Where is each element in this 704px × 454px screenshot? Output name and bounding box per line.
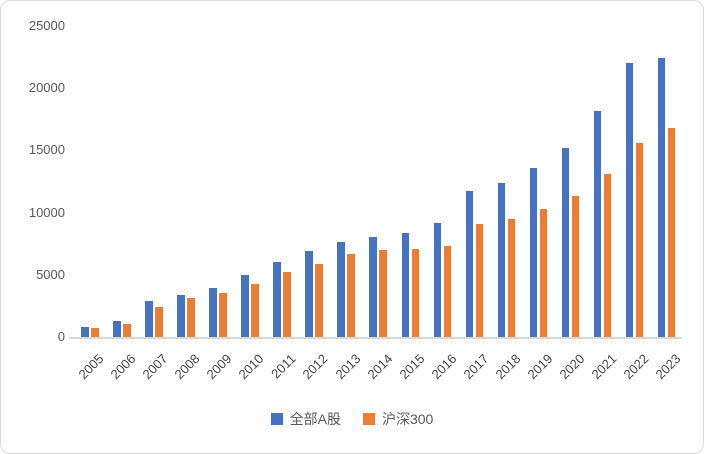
bar-2008-series-0 xyxy=(177,294,185,337)
bar-2010-series-0 xyxy=(241,274,249,337)
x-axis-labels: 2005 2006 2007 2008 2009 2010 2011 2012 2013 2014… xyxy=(73,345,684,403)
x-tick-label: 2015 xyxy=(396,351,428,383)
bar-2022-series-1 xyxy=(635,142,644,337)
x-tick-label: 2005 xyxy=(75,351,107,383)
legend: 全部A股 沪深300 xyxy=(1,409,703,429)
x-tick-label: 2022 xyxy=(620,351,652,383)
y-tick-label: 10000 xyxy=(28,204,65,220)
bar-2020-series-0 xyxy=(561,147,570,337)
bar-2006-series-1 xyxy=(123,323,131,337)
x-tick-label: 2018 xyxy=(492,351,524,383)
bar-2009-series-1 xyxy=(219,293,227,337)
bar-2023-series-0 xyxy=(657,58,666,337)
bar-2014-series-0 xyxy=(369,237,377,337)
x-tick-label: 2014 xyxy=(364,351,396,383)
bar-2010-series-1 xyxy=(251,283,259,337)
y-tick-label: 0 xyxy=(57,329,65,344)
x-tick-label: 2013 xyxy=(332,351,364,383)
bar-2020-series-1 xyxy=(571,196,580,337)
bar-2019-series-0 xyxy=(529,167,538,337)
x-tick-label: 2016 xyxy=(428,351,460,383)
bar-2005-series-1 xyxy=(91,328,99,337)
bar-2019-series-1 xyxy=(539,208,548,337)
x-tick-label: 2019 xyxy=(524,351,556,383)
bar-2011-series-1 xyxy=(283,272,291,337)
bar-2021-series-1 xyxy=(603,174,612,337)
x-tick-label: 2010 xyxy=(235,351,267,383)
bar-2009-series-0 xyxy=(209,288,217,337)
y-tick-label: 25000 xyxy=(28,18,65,33)
bar-2015-series-0 xyxy=(401,232,410,337)
legend-item-series-0: 全部A股 xyxy=(270,409,341,429)
bar-2016-series-0 xyxy=(433,222,442,337)
bar-2011-series-0 xyxy=(273,262,281,337)
legend-label-series-1: 沪深300 xyxy=(381,411,434,427)
y-tick-label: 20000 xyxy=(28,80,65,96)
bar-2016-series-1 xyxy=(443,246,452,337)
plot-area xyxy=(69,26,682,339)
bar-2021-series-0 xyxy=(593,110,602,337)
x-tick-label: 2006 xyxy=(107,351,139,383)
bar-2008-series-1 xyxy=(187,298,195,337)
x-tick-label: 2009 xyxy=(203,351,235,383)
x-tick-label: 2011 xyxy=(268,351,299,382)
bar-2017-series-1 xyxy=(475,223,484,337)
bar-2005-series-0 xyxy=(81,327,89,337)
legend-swatch-orange-icon xyxy=(362,413,375,425)
bar-2018-series-0 xyxy=(497,182,506,337)
legend-label-series-0: 全部A股 xyxy=(289,411,341,427)
bar-2017-series-0 xyxy=(465,191,474,337)
legend-item-series-1: 沪深300 xyxy=(362,409,434,429)
bar-2007-series-0 xyxy=(145,300,153,337)
bar-2018-series-1 xyxy=(507,218,516,337)
y-tick-label: 15000 xyxy=(28,142,65,158)
bar-2014-series-1 xyxy=(379,249,387,337)
x-tick-label: 2007 xyxy=(139,351,171,383)
bar-2023-series-1 xyxy=(667,128,676,337)
x-tick-label: 2017 xyxy=(460,351,492,383)
bar-2012-series-0 xyxy=(305,251,313,337)
bar-2013-series-1 xyxy=(347,253,355,337)
x-tick-label: 2012 xyxy=(299,351,332,383)
x-tick-label: 2021 xyxy=(588,351,620,383)
bar-2015-series-1 xyxy=(411,248,420,337)
bar-2013-series-0 xyxy=(337,242,345,337)
x-tick-label: 2020 xyxy=(556,351,588,383)
bar-2012-series-1 xyxy=(315,263,323,337)
y-tick-label: 5000 xyxy=(36,266,65,282)
x-tick-label: 2023 xyxy=(652,351,684,383)
bar-2022-series-0 xyxy=(625,63,634,337)
x-axis-line xyxy=(69,336,682,339)
legend-swatch-blue-icon xyxy=(270,413,283,425)
x-tick-label: 2008 xyxy=(171,351,203,383)
y-axis: 0 5000 10000 15000 20000 25000 xyxy=(1,18,65,344)
bar-2007-series-1 xyxy=(155,307,163,337)
bar-2006-series-0 xyxy=(113,320,121,337)
